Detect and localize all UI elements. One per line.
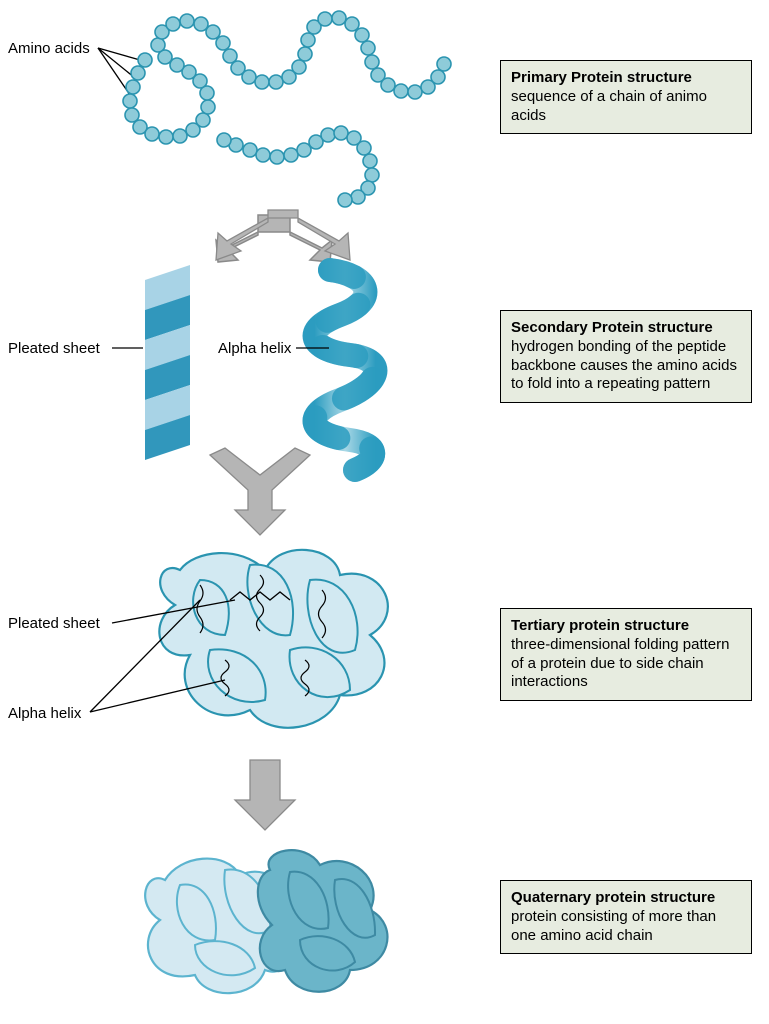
diagram-container: Amino acids Pleated sheet Alpha helix Pl… (0, 0, 769, 1024)
quaternary-structure-icon (145, 850, 387, 993)
alpha-helix-icon (315, 270, 376, 470)
pleated-sheet-icon (145, 265, 190, 460)
arrow-tertiary-to-quaternary (235, 760, 295, 830)
tertiary-structure-icon (159, 550, 387, 728)
arrow-secondary-to-tertiary (210, 448, 310, 535)
diagram-svg (0, 0, 769, 1024)
primary-structure-icon (123, 11, 451, 207)
